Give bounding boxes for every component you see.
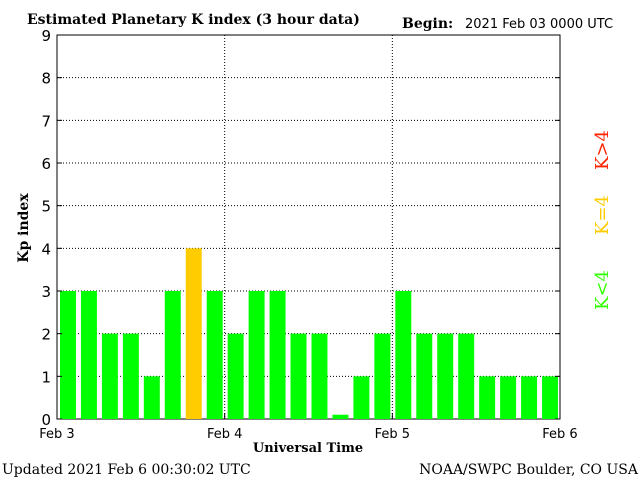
- y-tick-label: 6: [41, 155, 51, 173]
- kp-bar: [332, 414, 349, 419]
- y-ticks: 0 1 2 3 4 5 6 7 8 9: [41, 27, 560, 429]
- kp-bar: [374, 333, 391, 419]
- x-ticks: Feb 3 Feb 4 Feb 5 Feb 6: [39, 413, 578, 442]
- kp-bar: [290, 333, 307, 419]
- x-tick-label: Feb 3: [39, 427, 74, 442]
- y-tick-label: 5: [41, 198, 51, 216]
- y-tick-label: 0: [41, 411, 51, 429]
- kp-bar: [101, 333, 118, 419]
- kp-bar: [479, 376, 496, 419]
- updated-timestamp: Updated 2021 Feb 6 00:30:02 UTC: [2, 462, 251, 478]
- kp-bar: [437, 333, 454, 419]
- legend-k-below-4: K<4: [592, 270, 613, 310]
- kp-bar: [80, 291, 97, 419]
- kp-bar: [122, 333, 139, 419]
- legend: K<4 K=4 K>4: [592, 130, 613, 310]
- y-tick-label: 8: [41, 70, 51, 88]
- kp-bar: [164, 291, 181, 419]
- y-tick-label: 1: [41, 368, 51, 386]
- y-tick-label: 9: [41, 27, 51, 45]
- kp-bar: [206, 291, 223, 419]
- begin-value: 2021 Feb 03 0000 UTC: [465, 17, 613, 32]
- kp-bar: [353, 376, 370, 419]
- kp-bar: [185, 248, 202, 419]
- kp-bar: [60, 291, 76, 419]
- kp-bar: [458, 333, 475, 419]
- bars: [60, 248, 558, 419]
- y-tick-label: 2: [41, 326, 51, 344]
- legend-k-above-4: K>4: [592, 130, 613, 170]
- kp-bar: [143, 376, 160, 419]
- kp-bar: [227, 333, 244, 419]
- y-tick-label: 3: [41, 283, 51, 301]
- chart-title: Estimated Planetary K index (3 hour data…: [27, 12, 360, 28]
- y-axis-label: Kp index: [16, 193, 32, 263]
- kp-bar: [311, 333, 328, 419]
- x-tick-label: Feb 4: [207, 427, 242, 442]
- plot-frame: [56, 34, 561, 420]
- kp-bar: [521, 376, 538, 419]
- kp-bar: [542, 376, 558, 419]
- x-tick-label: Feb 6: [542, 427, 577, 442]
- x-axis-label: Universal Time: [253, 441, 363, 456]
- begin-label: Begin:: [402, 16, 453, 32]
- source-credit: NOAA/SWPC Boulder, CO USA: [419, 462, 639, 478]
- kp-bar: [269, 291, 286, 419]
- y-tick-label: 4: [41, 240, 51, 258]
- legend-k-equal-4: K=4: [592, 195, 613, 235]
- kp-bar: [248, 291, 265, 419]
- kp-bar: [416, 333, 433, 419]
- grid-lines: [57, 34, 560, 419]
- kp-bar: [395, 291, 412, 419]
- y-tick-label: 7: [41, 112, 51, 130]
- x-tick-label: Feb 5: [375, 427, 410, 442]
- kp-bar: [500, 376, 517, 419]
